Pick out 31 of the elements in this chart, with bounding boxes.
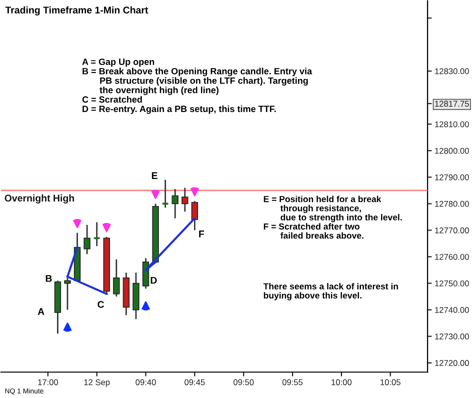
y-tick-label: 12750.00 — [435, 280, 469, 286]
x-tick-label: 09:55 — [282, 379, 303, 386]
y-tick-label: 12780.00 — [435, 200, 469, 207]
y-tick-label: 12817.75 — [435, 100, 469, 107]
annotation: There seems a lack of interest in buying above this level. — [263, 283, 398, 300]
text: Trading Timeframe 1-Min Chart — [5, 6, 148, 16]
x-tick-label: 09:50 — [234, 379, 254, 386]
x-tick-label: 09:45 — [184, 379, 205, 386]
x-tick-label: 10:05 — [380, 379, 400, 386]
annotation: E — [152, 172, 158, 179]
annotation: F — [199, 230, 204, 238]
y-tick-label: 12760.00 — [435, 254, 469, 260]
y-tick-label: 12730.00 — [435, 334, 469, 340]
x-tick-label: 09:40 — [136, 379, 156, 386]
annotation: B — [46, 275, 52, 282]
y-tick-label: 12770.00 — [435, 227, 469, 234]
ref-line-label: Overnight High — [4, 194, 74, 204]
annotation: A — [38, 308, 44, 315]
x-tick-label: 12 Sep — [84, 379, 110, 387]
annotation: C — [98, 301, 104, 308]
y-tick-label: 12720.00 — [435, 360, 469, 366]
y-tick-label: 12790.00 — [435, 174, 469, 180]
x-tick-label: 17:00 — [38, 379, 58, 386]
annotation: A = Gap Up open B = Break above the Opening Range candle. Entry via PB structure (visible on the LTF chart). Targeting the overnight high (red line) C = Scratched D = Re-entry. Again a PB setup, this time TTF. — [82, 58, 312, 114]
annotation: D — [150, 276, 157, 284]
x-tick-label: 10:00 — [332, 379, 352, 386]
annotation: E = Position held for a break through resistance, due to strength into the level. F = Scratched after two failed breaks above. — [264, 196, 402, 239]
y-tick-label: 12800.00 — [435, 148, 469, 154]
y-tick-label: 12740.00 — [435, 307, 469, 313]
y-tick-label: 12830.00 — [435, 68, 469, 74]
y-tick-label: 12810.00 — [435, 121, 469, 128]
